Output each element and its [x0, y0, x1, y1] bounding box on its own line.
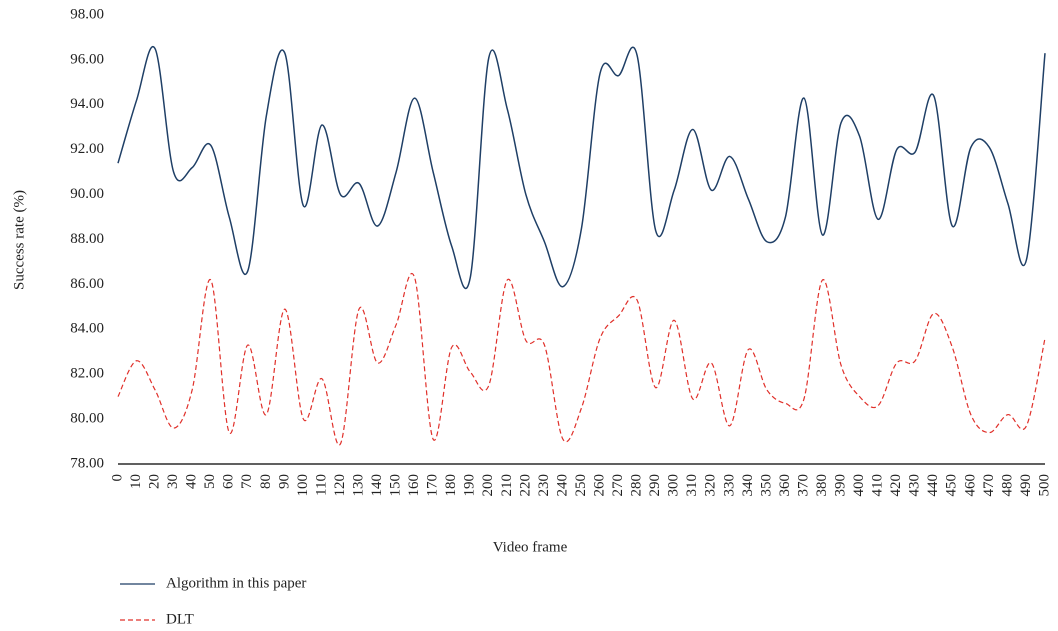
x-tick-label: 260: [591, 474, 607, 497]
x-tick-label: 40: [184, 474, 200, 489]
y-tick-label: 82.00: [70, 366, 104, 382]
x-tick-label: 180: [443, 474, 459, 497]
x-tick-label: 400: [851, 474, 867, 497]
x-tick-label: 310: [684, 474, 700, 497]
x-tick-label: 450: [944, 474, 960, 497]
y-tick-label: 86.00: [70, 276, 104, 292]
y-tick-label: 78.00: [70, 455, 104, 471]
x-tick-label: 190: [462, 474, 478, 497]
x-tick-label: 230: [536, 474, 552, 497]
x-tick-label: 80: [258, 474, 274, 489]
x-tick-label: 160: [406, 474, 422, 497]
x-tick-label: 200: [480, 474, 496, 497]
x-tick-label: 320: [703, 474, 719, 497]
x-tick-label: 210: [499, 474, 515, 497]
x-tick-label: 340: [740, 474, 756, 497]
x-tick-label: 60: [221, 474, 237, 489]
x-tick-label: 70: [239, 474, 255, 489]
x-axis-title: Video frame: [493, 539, 568, 555]
x-tick-label: 430: [907, 474, 923, 497]
x-tick-label: 220: [517, 474, 533, 497]
series-line: [117, 273, 1046, 446]
x-tick-label: 110: [313, 474, 329, 496]
x-tick-label: 410: [870, 474, 886, 497]
x-tick-label: 270: [610, 474, 626, 497]
y-tick-label: 90.00: [70, 186, 104, 202]
x-tick-label: 370: [795, 474, 811, 497]
legend-label: DLT: [166, 611, 194, 627]
x-tick-label: 440: [925, 474, 941, 497]
x-tick-label: 380: [814, 474, 830, 497]
x-tick-label: 460: [962, 474, 978, 497]
x-tick-label: 50: [202, 474, 218, 489]
x-tick-label: 150: [388, 474, 404, 497]
x-tick-label: 280: [629, 474, 645, 497]
y-tick-label: 94.00: [70, 96, 104, 112]
x-tick-label: 170: [425, 474, 441, 497]
x-tick-label: 470: [981, 474, 997, 497]
x-tick-label: 130: [350, 474, 366, 497]
x-tick-label: 90: [276, 474, 292, 489]
y-tick-label: 80.00: [70, 411, 104, 427]
x-tick-label: 350: [758, 474, 774, 497]
x-tick-label: 360: [777, 474, 793, 497]
y-tick-label: 88.00: [70, 231, 104, 247]
x-tick-label: 20: [147, 474, 163, 489]
series-line: [117, 45, 1046, 289]
x-tick-label: 140: [369, 474, 385, 497]
x-tick-label: 290: [647, 474, 663, 497]
x-tick-label: 330: [721, 474, 737, 497]
x-tick-label: 420: [888, 474, 904, 497]
x-tick-label: 480: [999, 474, 1015, 497]
x-tick-label: 120: [332, 474, 348, 497]
x-tick-label: 500: [1036, 474, 1052, 497]
y-tick-label: 96.00: [70, 51, 104, 67]
x-tick-label: 490: [1018, 474, 1034, 497]
x-tick-label: 30: [165, 474, 181, 489]
x-tick-label: 250: [573, 474, 589, 497]
x-tick-label: 300: [666, 474, 682, 497]
x-tick-label: 100: [295, 474, 311, 497]
x-tick-label: 240: [554, 474, 570, 497]
y-tick-label: 92.00: [70, 141, 104, 157]
y-axis-title: Success rate (%): [11, 190, 27, 290]
x-tick-label: 10: [128, 474, 144, 489]
x-tick-label: 390: [832, 474, 848, 497]
y-tick-label: 84.00: [70, 321, 104, 337]
legend-label: Algorithm in this paper: [166, 575, 306, 591]
x-tick-label: 0: [109, 474, 125, 482]
y-tick-label: 98.00: [70, 6, 104, 22]
